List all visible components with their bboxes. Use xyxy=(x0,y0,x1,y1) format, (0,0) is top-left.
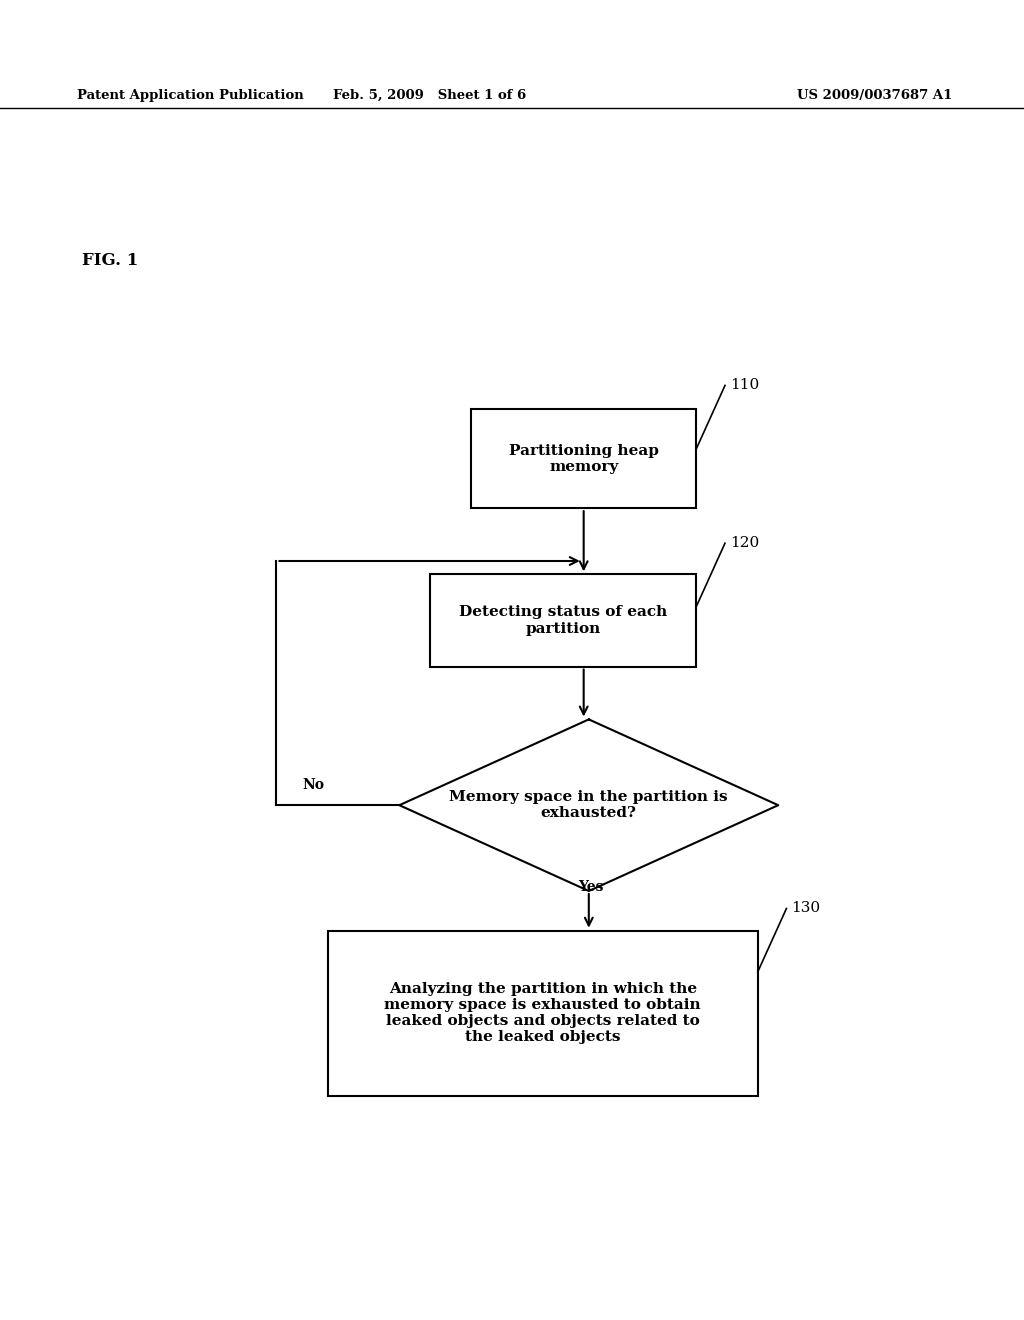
Text: 130: 130 xyxy=(792,902,820,916)
Bar xyxy=(328,931,758,1096)
Text: No: No xyxy=(302,777,324,792)
Text: Yes: Yes xyxy=(579,879,604,894)
Text: 110: 110 xyxy=(730,379,760,392)
Text: Partitioning heap
memory: Partitioning heap memory xyxy=(509,444,658,474)
Text: Feb. 5, 2009   Sheet 1 of 6: Feb. 5, 2009 Sheet 1 of 6 xyxy=(334,88,526,102)
Text: Detecting status of each
partition: Detecting status of each partition xyxy=(459,606,668,635)
Text: 120: 120 xyxy=(730,536,760,550)
Bar xyxy=(471,409,696,508)
Text: Patent Application Publication: Patent Application Publication xyxy=(77,88,303,102)
Polygon shape xyxy=(399,719,778,891)
Text: Memory space in the partition is
exhausted?: Memory space in the partition is exhaust… xyxy=(450,791,728,820)
Text: US 2009/0037687 A1: US 2009/0037687 A1 xyxy=(797,88,952,102)
Text: FIG. 1: FIG. 1 xyxy=(82,252,138,268)
Text: Analyzing the partition in which the
memory space is exhausted to obtain
leaked : Analyzing the partition in which the mem… xyxy=(384,982,701,1044)
Bar xyxy=(430,574,696,667)
